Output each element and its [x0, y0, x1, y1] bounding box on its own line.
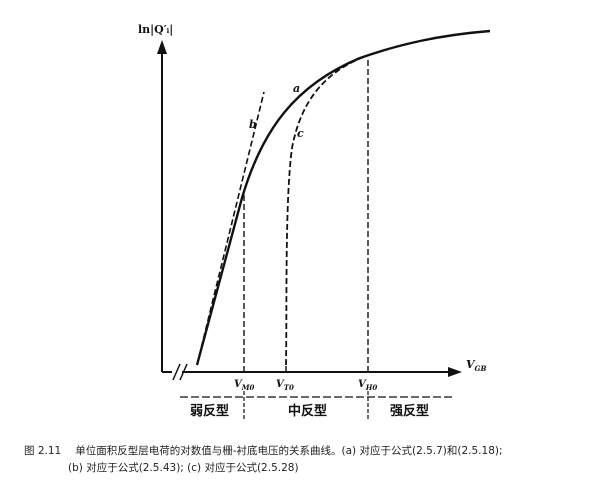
curve-c [285, 55, 367, 366]
region-strong-inversion: 强反型 [390, 403, 429, 419]
x-axis-label: VGB [466, 358, 487, 373]
curve-label-b: b [249, 118, 257, 131]
curve-label-c: c [297, 127, 304, 140]
caption-number: 图 2.11 [24, 445, 62, 457]
y-axis-label: ln|Q′ᵢ| [138, 23, 173, 36]
tick-label-vh0: VH0 [358, 379, 377, 392]
figure-caption: 图 2.11 单位面积反型层电荷的对数值与栅-衬底电压的关系曲线。(a) 对应于公… [24, 443, 592, 477]
caption-line-1: 单位面积反型层电荷的对数值与栅-衬底电压的关系曲线。(a) 对应于公式(2.5.… [75, 445, 503, 457]
y-axis-arrow [157, 40, 167, 54]
caption-line-2: (b) 对应于公式(2.5.43); (c) 对应于公式(2.5.28) [68, 462, 299, 474]
region-moderate-inversion: 中反型 [288, 403, 327, 419]
tick-label-vt0: VT0 [276, 379, 294, 392]
tick-label-vm0: VM0 [234, 379, 255, 392]
region-weak-inversion: 弱反型 [190, 403, 229, 419]
curve-label-a: a [293, 82, 300, 95]
x-axis-arrow [448, 367, 462, 377]
axis-break-1 [172, 363, 181, 381]
curve-a [195, 29, 491, 366]
